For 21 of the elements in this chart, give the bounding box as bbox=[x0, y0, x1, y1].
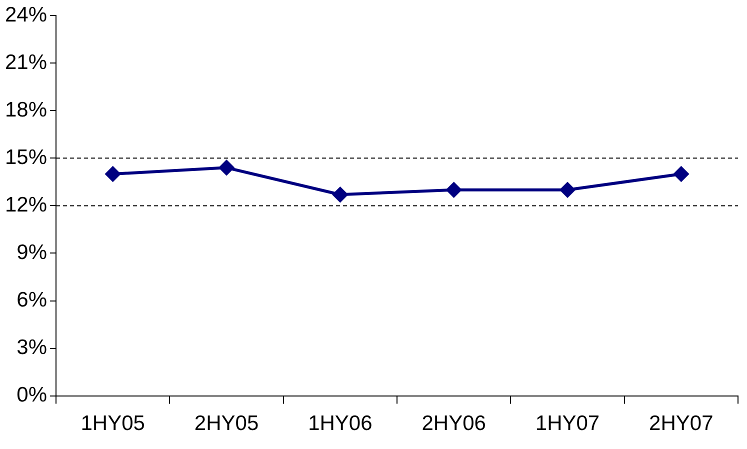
point bbox=[105, 166, 120, 182]
y-tick-label: 9% bbox=[16, 241, 48, 264]
x-tick-label: 1HY05 bbox=[80, 412, 145, 436]
point bbox=[332, 187, 348, 202]
y-tick-label: 3% bbox=[16, 336, 48, 360]
x-tick-label: 2HY07 bbox=[649, 412, 714, 436]
y-tick-label: 18% bbox=[5, 98, 48, 122]
point bbox=[446, 182, 462, 198]
y-tick-label: 24% bbox=[5, 3, 48, 26]
x-tick-label: 1HY06 bbox=[308, 412, 372, 436]
point bbox=[674, 166, 689, 182]
x-tick-label: 2HY06 bbox=[422, 412, 486, 436]
x-tick-label: 2HY05 bbox=[194, 412, 259, 436]
point bbox=[219, 160, 234, 176]
y-tick-label: 6% bbox=[16, 288, 48, 312]
y-tick-label: 12% bbox=[5, 193, 48, 216]
y-tick-label: 0% bbox=[16, 384, 48, 407]
y-tick-label: 15% bbox=[5, 146, 48, 169]
y-tick-label: 21% bbox=[5, 50, 48, 74]
x-tick-label: 1HY07 bbox=[535, 412, 600, 436]
point bbox=[560, 182, 576, 198]
